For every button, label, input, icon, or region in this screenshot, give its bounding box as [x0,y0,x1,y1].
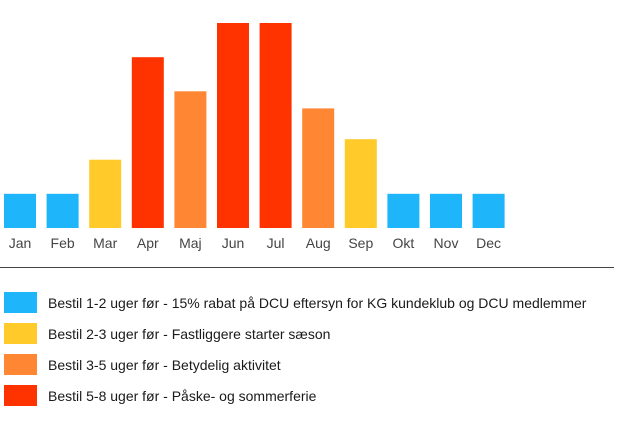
legend-swatch-orange [4,354,37,375]
bar-jun [217,23,249,228]
x-tick-label-mar: Mar [93,235,117,251]
x-tick-label-jun: Jun [222,235,245,251]
bar-aug [302,108,335,228]
legend-label: Bestil 1-2 uger før - 15% rabat på DCU e… [48,294,587,311]
x-tick-label-apr: Apr [137,235,159,251]
x-tick-label-dec: Dec [476,235,501,251]
legend-swatch-yellow [4,323,37,344]
bar-nov [430,193,462,228]
legend-item-1-2-weeks: Bestil 1-2 uger før - 15% rabat på DCU e… [4,292,586,313]
bar-jul [259,23,292,228]
legend-item-2-3-weeks: Bestil 2-3 uger før - Fastliggere starte… [4,323,586,344]
x-tick-label-jul: Jul [267,235,285,251]
x-axis-labels: Jan Feb Mar Apr Maj Jun Jul Aug Sep Okt Nov Dec [9,235,501,251]
legend: Bestil 1-2 uger før - 15% rabat på DCU e… [4,292,586,416]
legend-swatch-blue [4,292,37,313]
x-tick-label-feb: Feb [51,235,75,251]
x-tick-label-aug: Aug [306,235,331,251]
divider-line [0,267,614,268]
bar-jan [4,193,36,228]
bar-maj [174,91,207,228]
bar-dec [472,193,505,228]
bar-okt [387,193,420,228]
x-tick-label-nov: Nov [434,235,459,251]
legend-label: Bestil 5-8 uger før - Påske- og sommerfe… [48,387,317,404]
legend-item-3-5-weeks: Bestil 3-5 uger før - Betydelig aktivite… [4,354,586,375]
legend-swatch-red [4,385,37,406]
bar-mar [89,159,122,228]
bar-chart: Jan Feb Mar Apr Maj Jun Jul Aug Sep Okt Nov Dec [4,23,505,251]
x-tick-label-okt: Okt [393,235,415,251]
x-tick-label-maj: Maj [179,235,202,251]
x-tick-label-jan: Jan [9,235,32,251]
bars-group [4,23,505,229]
legend-label: Bestil 3-5 uger før - Betydelig aktivite… [48,356,281,373]
x-tick-label-sep: Sep [348,235,373,251]
legend-item-5-8-weeks: Bestil 5-8 uger før - Påske- og sommerfe… [4,385,586,406]
bar-feb [46,193,79,228]
legend-label: Bestil 2-3 uger før - Fastliggere starte… [48,325,331,342]
bar-apr [131,57,164,229]
bar-sep [344,139,377,228]
